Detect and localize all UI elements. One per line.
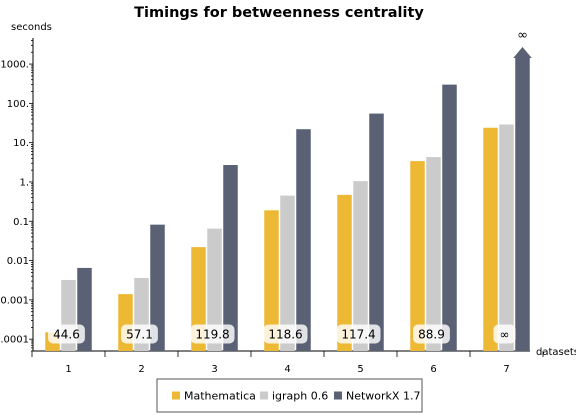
annotation-bg [263,324,308,344]
bar-overflow-arrow [513,47,532,351]
y-tick-label: 100. [7,99,29,110]
x-tick-label: 4 [284,364,290,375]
legend-box [156,378,423,413]
annotation-label: 44.6 [53,328,80,342]
bar [369,113,384,351]
bar [442,84,457,351]
x-tick-label: 2 [138,364,144,375]
bar [426,157,441,351]
y-tick-label: 1000. [0,60,29,71]
annotation-bg [121,324,158,344]
y-axis-ticks: 0.0001 0.001 0.01 0.1 1. 10. 100. 1000. [0,40,33,352]
legend-swatch [172,391,180,400]
x-tick-label: 1 [65,364,71,375]
y-tick-label: 0.01 [7,256,29,267]
annotation-bg [48,324,85,344]
speedup-annotations: 44.6 57.1 119.8 118.6 117.4 88.9 ∞ [48,324,516,344]
bar [207,228,222,351]
bar [296,129,311,351]
bar [280,195,295,351]
legend-label: NetworkX 1.7 [346,390,420,403]
annotation-label: 88.9 [418,328,445,342]
annotation-bg [336,324,381,344]
chart-title: Timings for betweenness centrality [134,5,424,21]
bar [150,224,165,351]
legend-label: igraph 0.6 [272,390,328,403]
legend-swatch [334,391,342,400]
annotation-bg [190,324,235,344]
x-axis-title: datasets [536,347,576,358]
bar [337,194,352,351]
bar [410,161,425,351]
bars: ∞ [45,28,532,351]
bar [499,124,514,351]
x-tick-label: 3 [211,364,217,375]
bar [483,127,498,351]
annotation-bg [493,324,516,344]
bar [264,210,279,351]
x-tick-label: 5 [357,364,363,375]
y-tick-label: 1. [19,177,29,188]
legend-label: Mathematica 9 [184,390,266,403]
x-tick-label: 7 [503,364,509,375]
x-axis-ticks: 1 2 3 4 5 6 7 [31,351,544,375]
bar [353,181,368,351]
annotation-label: 57.1 [126,328,153,342]
y-tick-label: 0.001 [0,295,29,306]
x-tick-label: 6 [430,364,436,375]
y-tick-label: 0.1 [13,217,29,228]
annotation-label: 117.4 [341,328,375,342]
y-tick-label: 10. [13,138,29,149]
y-axis-title: seconds [11,22,52,33]
annotation-label: ∞ [500,328,510,342]
y-tick-label: 0.0001 [0,335,29,346]
annotation-bg [413,324,450,344]
overflow-label: ∞ [517,28,528,43]
bar [223,165,238,351]
annotation-label: 119.8 [195,328,229,342]
annotation-label: 118.6 [268,328,302,342]
legend-swatch [260,391,268,400]
legend: Mathematica 9 igraph 0.6 NetworkX 1.7 [156,378,423,413]
